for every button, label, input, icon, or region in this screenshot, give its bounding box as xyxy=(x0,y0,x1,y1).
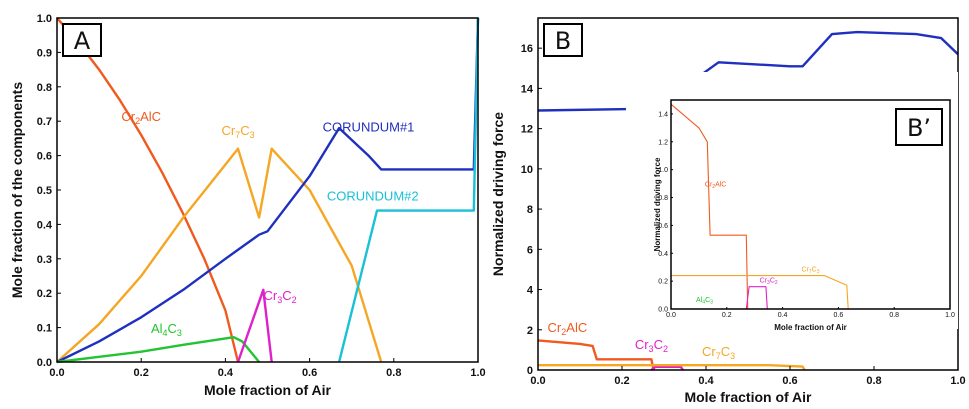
y-tick-label: 0.7 xyxy=(37,116,52,128)
panel-b-prime-chart: 0.0 0.2 0.4 0.6 0.8 1.0 0.0 0.2 0.4 0.6 0.8 1.0 1.2 1… xyxy=(626,72,958,332)
x-axis-label: Mole fraction of Air xyxy=(774,323,847,332)
series-line-corundum-1 xyxy=(56,17,480,364)
y-axis-label: Normalized driving force xyxy=(490,112,506,276)
x-tick-label: 0.0 xyxy=(49,367,64,379)
series-line-cr2alc xyxy=(670,103,749,310)
y-tick-label: 0.0 xyxy=(37,357,52,369)
panel-letter-box xyxy=(895,108,943,146)
panel-letter: B’ xyxy=(907,114,931,142)
panel-a-chart: 0.0 0.2 0.4 0.6 0.8 1.0 0.0 0.1 0.2 0.3 0.4 0.5 0.6 0… xyxy=(9,13,486,398)
y-tick-label: 1.2 xyxy=(658,139,668,146)
y-tick-label: 8 xyxy=(527,204,533,216)
series-label-corundum-2: CORUNDUM#2 xyxy=(327,188,419,203)
x-tick-label: 0.4 xyxy=(698,375,714,387)
y-tick-label: 0 xyxy=(527,365,533,377)
y-tick-label: 0.4 xyxy=(658,251,668,258)
y-tick-label: 0.8 xyxy=(37,82,52,94)
y-tick-label: 0.6 xyxy=(37,151,52,163)
series-line-cr3c2 xyxy=(650,365,684,371)
series-label-al4c3: Al4C3 xyxy=(696,297,713,306)
series-label-cr2alc: Cr2AlC xyxy=(705,181,726,190)
series-line-al4c3 xyxy=(56,336,261,364)
panel-letter: B xyxy=(555,27,571,55)
y-tick-label: 1.0 xyxy=(37,13,52,25)
y-tick-label: 0.2 xyxy=(37,288,52,300)
x-tick-label: 0.8 xyxy=(386,367,401,379)
x-tick-label: 0.2 xyxy=(722,312,732,319)
panel-letter-box xyxy=(543,23,583,57)
y-tick-label: 2 xyxy=(527,325,533,337)
series-line-cr7c3 xyxy=(56,147,383,363)
y-tick-label: 16 xyxy=(521,43,533,55)
y-tick-label: 0.2 xyxy=(658,279,668,286)
y-tick-label: 12 xyxy=(521,124,533,136)
panel-letter: A xyxy=(74,27,91,55)
y-tick-label: 0.6 xyxy=(658,223,668,230)
x-tick-label: 1.0 xyxy=(945,312,955,319)
y-tick-label: 4 xyxy=(527,285,534,297)
series-line-cr2alc xyxy=(537,339,655,371)
y-tick-label: 0.1 xyxy=(37,323,52,335)
series-label-al4c3: Al4C3 xyxy=(151,321,182,338)
x-tick-label: 0.8 xyxy=(889,312,899,319)
x-axis-label: Mole fraction of Air xyxy=(684,389,812,405)
series-line-cr2alc xyxy=(56,17,240,363)
x-tick-label: 0.6 xyxy=(834,312,844,319)
x-tick-label: 0.6 xyxy=(302,367,317,379)
y-tick-label: 0.9 xyxy=(37,47,52,59)
y-axis-label: Mole fraction of the components xyxy=(9,82,25,298)
y-tick-label: 0.4 xyxy=(37,219,53,231)
y-tick-label: 10 xyxy=(521,164,533,176)
series-label-cr3c2: Cr3C2 xyxy=(264,288,297,305)
series-label-corundum-1: CORUNDUM#1 xyxy=(323,120,415,135)
x-axis-label: Mole fraction of Air xyxy=(204,382,332,398)
series-label-cr7c3: Cr7C3 xyxy=(702,344,735,361)
x-tick-label: 0.0 xyxy=(530,375,545,387)
x-tick-label: 0.4 xyxy=(778,312,788,319)
series-label-cr2alc: Cr2AlC xyxy=(548,320,588,337)
series-label-cr2alc: Cr2AlC xyxy=(121,109,161,126)
y-tick-label: 0.5 xyxy=(37,185,52,197)
x-tick-label: 1.0 xyxy=(950,375,965,387)
series-label-cr3c2: Cr3C2 xyxy=(635,337,668,354)
y-tick-label: 1.0 xyxy=(658,167,668,174)
x-tick-label: 0.0 xyxy=(666,312,676,319)
series-label-cr3c2: Cr3C2 xyxy=(760,278,778,287)
y-tick-label: 0.8 xyxy=(658,195,668,202)
y-tick-label: 6 xyxy=(527,244,533,256)
x-tick-label: 0.8 xyxy=(866,375,881,387)
y-tick-label: 0.3 xyxy=(37,254,52,266)
x-tick-label: 0.6 xyxy=(782,375,797,387)
series-line-cr3c2 xyxy=(236,288,273,363)
series-line-corundum-2 xyxy=(337,17,480,363)
x-tick-label: 0.4 xyxy=(218,367,234,379)
series-line-cr7c3 xyxy=(671,275,849,310)
plot-frame xyxy=(670,99,951,310)
y-tick-label: 1.4 xyxy=(658,111,668,118)
series-line-cr3c2 xyxy=(745,286,768,310)
y-tick-label: 0.0 xyxy=(658,307,668,314)
y-axis-label: Normalized driving force xyxy=(653,157,662,251)
x-tick-label: 0.2 xyxy=(614,375,629,387)
x-tick-label: 0.2 xyxy=(134,367,149,379)
series-line-cr7c3 xyxy=(538,364,806,371)
y-tick-label: 14 xyxy=(521,83,534,95)
x-tick-label: 1.0 xyxy=(470,367,485,379)
series-label-cr7c3: Cr7C3 xyxy=(801,266,819,275)
series-label-cr7c3: Cr7C3 xyxy=(221,123,254,140)
panel-letter-box xyxy=(62,23,102,57)
